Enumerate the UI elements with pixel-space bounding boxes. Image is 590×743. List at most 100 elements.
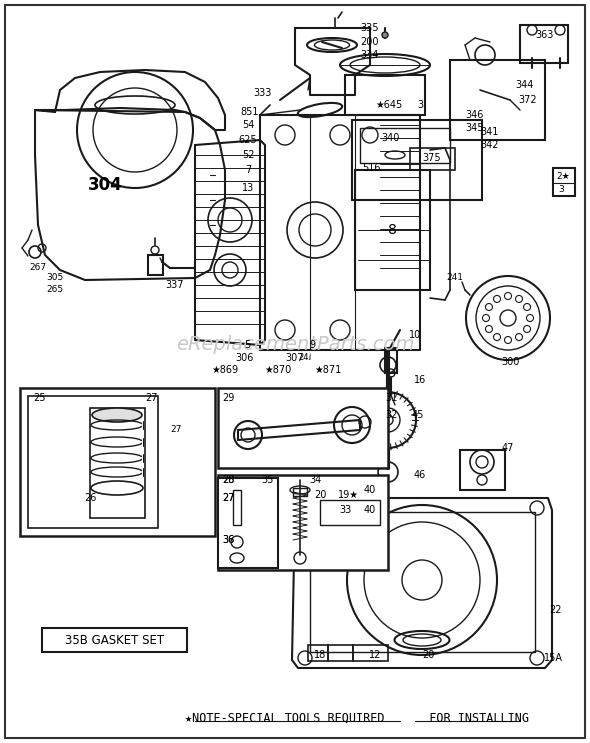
Bar <box>20 388 215 536</box>
Text: 9: 9 <box>309 340 315 350</box>
Text: 27: 27 <box>222 493 234 503</box>
Text: 27: 27 <box>170 426 181 435</box>
Bar <box>352 120 482 200</box>
Text: 15A: 15A <box>543 653 562 663</box>
Text: ★870: ★870 <box>264 365 291 375</box>
Text: 27: 27 <box>145 393 158 403</box>
Text: 25: 25 <box>33 393 45 403</box>
Text: FOR INSTALLING: FOR INSTALLING <box>415 712 529 724</box>
Bar <box>460 450 505 490</box>
Bar <box>293 488 307 496</box>
Text: ★871: ★871 <box>314 365 342 375</box>
Bar <box>330 485 358 501</box>
Text: 18: 18 <box>314 650 326 660</box>
Text: eReplacementParts.com: eReplacementParts.com <box>176 336 414 354</box>
Text: 35: 35 <box>262 475 274 485</box>
Text: 200: 200 <box>360 37 379 47</box>
Text: 363: 363 <box>535 30 553 40</box>
Text: 40: 40 <box>364 505 376 515</box>
Bar <box>148 255 163 275</box>
Text: 19★: 19★ <box>337 490 359 500</box>
Bar <box>320 500 380 525</box>
Text: 340: 340 <box>381 133 399 143</box>
Text: 10: 10 <box>409 330 421 340</box>
Text: 13: 13 <box>242 183 254 193</box>
Text: 27: 27 <box>222 493 234 503</box>
Bar <box>360 128 450 163</box>
Bar <box>328 645 353 661</box>
Text: 305: 305 <box>47 273 64 282</box>
Text: 346: 346 <box>465 110 483 120</box>
Text: 342: 342 <box>480 140 499 150</box>
Text: 33: 33 <box>339 505 351 515</box>
Text: 337: 337 <box>166 280 184 290</box>
Text: 306: 306 <box>236 353 254 363</box>
Bar <box>308 485 330 501</box>
Text: 300: 300 <box>501 357 519 367</box>
Text: 267: 267 <box>30 264 47 273</box>
Text: 34: 34 <box>309 475 321 485</box>
Text: 31: 31 <box>385 393 397 403</box>
Text: 45: 45 <box>412 410 424 420</box>
Text: 307: 307 <box>286 353 304 363</box>
Text: 372: 372 <box>518 95 537 105</box>
Bar <box>218 478 278 568</box>
Text: 241: 241 <box>447 273 464 282</box>
Text: 36: 36 <box>222 535 234 545</box>
Bar <box>520 25 568 63</box>
Text: 16: 16 <box>414 375 426 385</box>
Text: 20: 20 <box>422 650 434 660</box>
Text: 3: 3 <box>417 100 423 110</box>
Text: 24ⅈ: 24ⅈ <box>299 354 312 363</box>
Text: 26: 26 <box>84 493 96 503</box>
Ellipse shape <box>92 408 142 422</box>
Text: 5: 5 <box>244 340 250 350</box>
Text: 7: 7 <box>245 165 251 175</box>
Bar <box>355 170 430 290</box>
Bar <box>218 388 388 468</box>
Circle shape <box>382 32 388 38</box>
Bar <box>218 475 388 570</box>
Bar <box>310 512 535 652</box>
Bar <box>42 628 187 652</box>
Bar <box>345 75 425 115</box>
Bar <box>233 490 241 525</box>
Text: 2★: 2★ <box>556 172 570 181</box>
Text: 375: 375 <box>422 153 441 163</box>
Text: 28: 28 <box>222 475 234 485</box>
Text: 29: 29 <box>222 393 234 403</box>
Bar <box>385 348 397 373</box>
Text: 344: 344 <box>515 80 533 90</box>
Text: ★645: ★645 <box>375 100 402 110</box>
Bar <box>450 60 545 140</box>
Text: 3: 3 <box>558 186 564 195</box>
Text: 625: 625 <box>239 135 257 145</box>
Text: 8: 8 <box>388 223 396 237</box>
Text: 28: 28 <box>222 475 234 485</box>
Text: 341: 341 <box>480 127 499 137</box>
Bar <box>410 148 455 170</box>
Text: 333: 333 <box>253 88 271 98</box>
Text: 35B GASKET SET: 35B GASKET SET <box>65 634 165 646</box>
Text: 20: 20 <box>314 490 326 500</box>
Text: 54: 54 <box>242 120 254 130</box>
Text: 36: 36 <box>222 535 234 545</box>
Bar <box>28 396 158 528</box>
Text: ★869: ★869 <box>211 365 238 375</box>
Text: 32: 32 <box>385 410 398 420</box>
Bar <box>90 408 145 518</box>
Text: 334: 334 <box>360 50 378 60</box>
Text: ★NOTE-SPECIAL TOOLS REQUIRED: ★NOTE-SPECIAL TOOLS REQUIRED <box>185 712 385 724</box>
Bar <box>353 645 388 661</box>
Text: 22: 22 <box>549 605 561 615</box>
Bar <box>553 168 575 196</box>
Text: 304: 304 <box>88 176 122 194</box>
Bar <box>248 488 262 496</box>
Text: 47: 47 <box>502 443 514 453</box>
Text: 40: 40 <box>364 485 376 495</box>
Text: 52: 52 <box>242 150 254 160</box>
Text: 335: 335 <box>360 23 379 33</box>
Text: 516: 516 <box>362 163 381 173</box>
Text: 12: 12 <box>369 650 381 660</box>
Text: 46: 46 <box>414 470 426 480</box>
